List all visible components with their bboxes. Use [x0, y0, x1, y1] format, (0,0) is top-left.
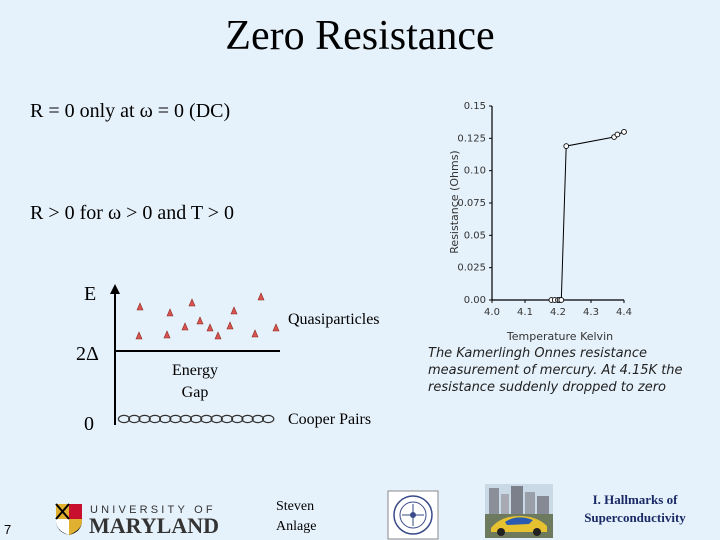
x-tick-label: 4.3 — [583, 307, 599, 318]
statement-dc: R = 0 only at ω = 0 (DC) — [30, 100, 231, 122]
cooper-pair-link — [189, 414, 203, 424]
cooper-pairs-label: Cooper Pairs — [288, 411, 371, 428]
cooper-pair-link — [148, 414, 162, 424]
quasiparticle-dot — [196, 316, 204, 325]
quasiparticle-dot — [214, 331, 222, 340]
quasiparticle-dot — [136, 302, 144, 311]
page-title: Zero Resistance — [225, 13, 495, 59]
svg-text:UNIVERSITY OF: UNIVERSITY OF — [90, 504, 216, 516]
energy-axis-arrow — [110, 284, 120, 294]
cooper-pair-link — [169, 414, 182, 424]
maryland-shield-icon — [55, 503, 82, 535]
y-tick-label: 0.025 — [457, 263, 486, 274]
y-tick-label: 0.125 — [457, 133, 486, 144]
x-tick-labels: 4.0 4.1 4.2 4.3 4.4 — [484, 307, 632, 318]
x-tick-label: 4.1 — [517, 307, 533, 318]
quasiparticle-dot — [257, 292, 265, 301]
quasiparticle-dot — [272, 323, 280, 332]
y-tick-label: 0.10 — [464, 166, 486, 177]
gap-level-label: 2Δ — [76, 343, 99, 365]
cooper-pair-link — [128, 414, 141, 424]
statement-ac: R > 0 for ω > 0 and T > 0 — [30, 202, 235, 224]
author-line-1: Steven — [276, 499, 315, 514]
quasiparticle-dot — [181, 322, 189, 331]
y-axis-label: Resistance (Ohms) — [448, 150, 461, 253]
chart-caption: The Kamerlingh Onnes resistance measurem… — [428, 346, 683, 395]
cooper-pair-link — [200, 414, 213, 424]
cooper-pair-link — [251, 414, 265, 424]
university-of-maryland-logo: UNIVERSITY OF MARYLAND — [55, 503, 219, 536]
cooper-pair-link — [210, 414, 223, 424]
cooper-pair-link — [261, 414, 275, 424]
data-series — [548, 129, 627, 303]
x-tick-label: 4.4 — [616, 307, 632, 318]
quasiparticle-dot — [226, 321, 234, 330]
cooper-pair-link — [179, 414, 193, 424]
energy-gap-diagram: E 2Δ 0 Quasiparticles Energy Gap Cooper … — [76, 283, 380, 435]
quasiparticle-dot — [251, 329, 259, 338]
author-name: Steven Anlage — [276, 497, 316, 537]
cooper-pair-link — [220, 414, 234, 424]
zero-level-label: 0 — [84, 413, 94, 435]
x-tick-label: 4.2 — [550, 307, 566, 318]
quasiparticle-dot — [163, 330, 171, 339]
page-number: 7 — [4, 522, 12, 537]
x-axis-label: Temperature Kelvin — [506, 330, 613, 343]
quasiparticle-dot — [230, 306, 238, 315]
cooper-pair-link — [117, 414, 131, 424]
quasiparticle-dot — [188, 298, 196, 307]
series-line — [551, 131, 625, 301]
data-point — [563, 143, 570, 149]
race-car-photo — [485, 484, 553, 538]
cooper-pair-link — [158, 414, 172, 424]
y-tick-labels: 0.00 0.025 0.05 0.075 0.10 0.125 0.15 — [457, 101, 486, 306]
energy-gap-label-1: Energy — [172, 362, 218, 379]
quasiparticle-dot — [206, 323, 214, 332]
quasiparticle-dot — [166, 308, 174, 317]
seal-logo-icon — [387, 490, 439, 540]
cooper-pair-link — [138, 414, 151, 424]
cooper-pair-link — [241, 414, 254, 424]
data-point — [558, 297, 565, 303]
quasiparticle-dots — [135, 292, 280, 340]
author-line-2: Anlage — [276, 519, 317, 534]
section-title: I. Hallmarks of Superconductivity — [584, 492, 686, 525]
data-point — [614, 131, 621, 138]
y-tick-label: 0.15 — [464, 101, 486, 112]
data-point — [621, 129, 627, 135]
y-tick-label: 0.075 — [457, 198, 486, 209]
cooper-pair-link — [231, 414, 244, 424]
svg-text:MARYLAND: MARYLAND — [89, 513, 219, 536]
y-tick-label: 0.00 — [464, 295, 486, 306]
energy-label: E — [84, 283, 96, 305]
x-tick-label: 4.0 — [484, 307, 500, 318]
quasiparticle-dot — [135, 331, 143, 340]
chart-axes — [489, 105, 625, 303]
energy-gap-label-2: Gap — [182, 384, 209, 401]
y-tick-label: 0.05 — [464, 230, 486, 241]
quasiparticles-label: Quasiparticles — [288, 311, 380, 328]
cooper-pair-chain — [117, 414, 275, 424]
